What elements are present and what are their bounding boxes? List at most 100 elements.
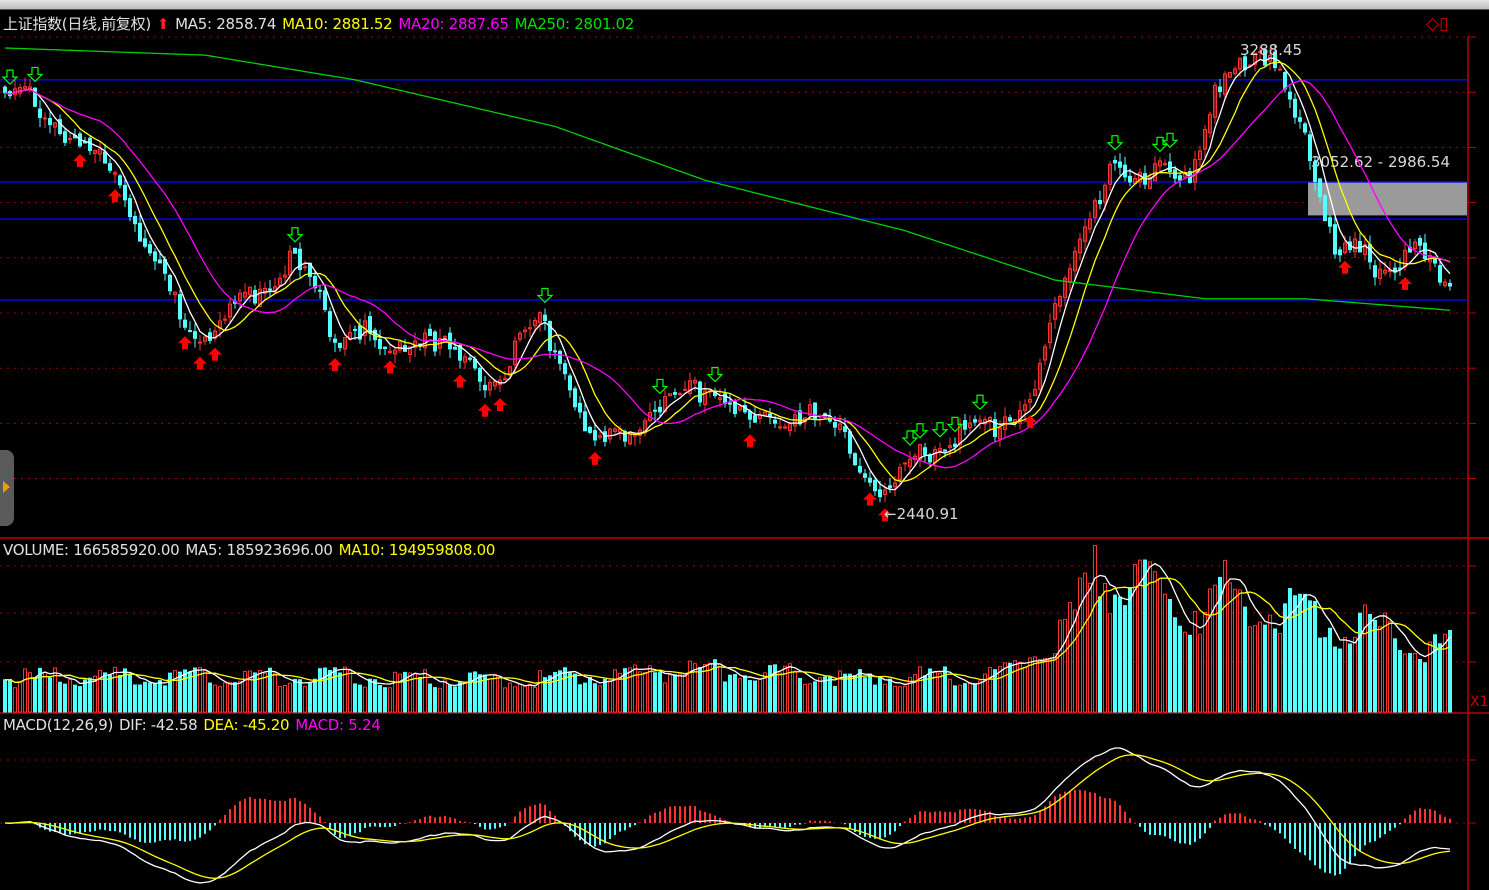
volume-bar: [513, 686, 517, 713]
volume-bar: [58, 681, 62, 713]
candle: [378, 338, 382, 349]
candle: [848, 431, 852, 454]
volume-bar: [203, 669, 207, 713]
volume-bar: [378, 684, 382, 713]
volume-bar: [1248, 626, 1252, 713]
candle: [453, 346, 457, 350]
volume-bar: [443, 679, 447, 713]
candle: [1253, 52, 1257, 65]
candle: [1278, 68, 1282, 71]
candle: [598, 435, 602, 438]
volume-bar: [43, 671, 47, 713]
candle: [1258, 50, 1262, 53]
volume-bar: [1258, 621, 1262, 713]
candle: [1008, 417, 1012, 422]
candle: [1093, 200, 1097, 218]
volume-bar: [1188, 634, 1192, 713]
volume-bar: [738, 678, 742, 713]
volume-bar: [583, 682, 587, 713]
volume-bar: [1268, 614, 1272, 713]
volume-bar: [1063, 618, 1067, 713]
ma10-line: [4, 61, 1451, 482]
volume-bar: [48, 677, 52, 713]
candle: [1078, 238, 1082, 254]
sell-arrow-icon: [1, 69, 19, 85]
candle: [1053, 303, 1057, 320]
volume-bar: [598, 685, 602, 713]
candle: [183, 319, 187, 328]
volume-bar: [348, 669, 352, 713]
volume-bar: [468, 672, 472, 713]
candle: [1098, 199, 1102, 205]
candle: [653, 409, 657, 412]
volume-bar: [128, 674, 132, 713]
sell-arrow-icon: [286, 227, 304, 243]
candle: [1308, 134, 1312, 162]
candle: [1288, 91, 1292, 100]
volume-bar: [778, 672, 782, 713]
volume-bar: [668, 674, 672, 713]
sell-arrow-icon: [931, 422, 949, 438]
diamond-icon[interactable]: ◇: [1426, 14, 1440, 34]
candle: [1033, 388, 1037, 397]
volume-bar: [623, 668, 627, 713]
candle: [468, 357, 472, 360]
volume-bar: [238, 680, 242, 713]
volume-bar: [53, 667, 57, 713]
sell-arrow-icon: [706, 366, 724, 383]
candle: [973, 419, 977, 423]
candle: [23, 86, 27, 90]
volume-bar: [1388, 620, 1392, 713]
candle: [1163, 163, 1167, 166]
sidebar-toggle-button[interactable]: [0, 450, 14, 526]
candle: [323, 290, 327, 311]
candle: [1023, 404, 1027, 411]
volume-bar: [1403, 653, 1407, 713]
volume-bar: [823, 676, 827, 713]
candle: [853, 453, 857, 466]
candle: [1438, 265, 1442, 283]
volume-bar: [613, 669, 617, 713]
volume-bar: [423, 669, 427, 713]
volume-bar: [158, 680, 162, 713]
candle: [1413, 241, 1417, 250]
candle: [693, 379, 697, 384]
candle: [1118, 161, 1122, 168]
volume-bar: [768, 665, 772, 713]
candle: [1353, 238, 1357, 253]
candle: [943, 449, 947, 452]
candle: [1368, 244, 1372, 263]
panel-icon[interactable]: ▯: [1439, 14, 1449, 34]
volume-bar: [963, 683, 967, 713]
candle: [988, 416, 992, 423]
volume-bar: [1433, 634, 1437, 713]
volume-bar: [1178, 625, 1182, 713]
volume-bar: [578, 684, 582, 713]
x1-button[interactable]: X1: [1470, 694, 1489, 710]
volume-bar: [723, 681, 727, 713]
candle: [493, 381, 497, 387]
toolbar-strip: [0, 0, 1489, 10]
candle: [193, 331, 197, 339]
volume-bar: [318, 668, 322, 713]
candle: [143, 238, 147, 247]
volume-bar: [233, 682, 237, 713]
candle: [303, 266, 307, 269]
volume-bar: [1053, 653, 1057, 713]
candle: [808, 404, 812, 416]
candle: [1443, 281, 1447, 287]
volume-ma10-line: [4, 577, 1451, 684]
sell-arrow-icon: [1106, 135, 1124, 151]
candle: [443, 335, 447, 339]
volume-bar: [523, 686, 527, 713]
candle: [863, 473, 867, 478]
candle: [783, 426, 787, 429]
candle: [573, 388, 577, 408]
candle: [168, 274, 172, 292]
volume-bar: [883, 683, 887, 713]
chart-tools: ◇▯: [1426, 14, 1448, 34]
candle: [328, 311, 332, 337]
candle: [113, 172, 117, 175]
candle: [298, 248, 302, 271]
